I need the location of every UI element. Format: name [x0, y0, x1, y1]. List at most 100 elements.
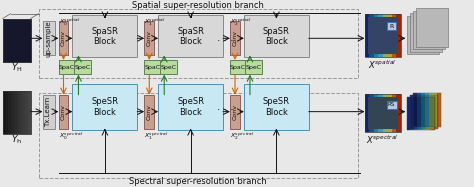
FancyBboxPatch shape — [17, 91, 19, 134]
FancyBboxPatch shape — [365, 94, 401, 132]
FancyBboxPatch shape — [411, 97, 416, 131]
FancyBboxPatch shape — [28, 19, 31, 62]
FancyBboxPatch shape — [8, 19, 11, 62]
FancyBboxPatch shape — [22, 19, 25, 62]
FancyBboxPatch shape — [421, 93, 426, 127]
FancyBboxPatch shape — [428, 97, 431, 131]
FancyBboxPatch shape — [378, 94, 383, 132]
FancyBboxPatch shape — [230, 22, 240, 55]
FancyBboxPatch shape — [73, 84, 137, 131]
Text: SpaSR
Block: SpaSR Block — [177, 27, 204, 46]
FancyBboxPatch shape — [28, 19, 31, 62]
FancyBboxPatch shape — [3, 19, 6, 62]
Text: SpaSR
Block: SpaSR Block — [91, 27, 118, 46]
FancyBboxPatch shape — [17, 19, 19, 62]
FancyBboxPatch shape — [416, 97, 419, 131]
FancyBboxPatch shape — [230, 60, 246, 74]
FancyBboxPatch shape — [413, 93, 441, 127]
FancyBboxPatch shape — [144, 95, 154, 128]
FancyBboxPatch shape — [73, 15, 137, 57]
Text: $X^{spatial}$: $X^{spatial}$ — [368, 59, 397, 71]
Text: Conv: Conv — [147, 104, 152, 120]
Text: $X_0^{spectral}$: $X_0^{spectral}$ — [58, 131, 83, 142]
FancyBboxPatch shape — [58, 60, 74, 74]
FancyBboxPatch shape — [3, 91, 6, 134]
FancyBboxPatch shape — [383, 94, 387, 132]
FancyBboxPatch shape — [418, 93, 421, 127]
FancyBboxPatch shape — [19, 19, 22, 62]
FancyBboxPatch shape — [3, 19, 6, 62]
FancyBboxPatch shape — [396, 94, 401, 132]
FancyBboxPatch shape — [410, 95, 414, 128]
FancyBboxPatch shape — [3, 19, 31, 62]
FancyBboxPatch shape — [6, 19, 8, 62]
FancyBboxPatch shape — [438, 93, 441, 127]
Text: SpaC: SpaC — [58, 65, 74, 70]
Text: RS: RS — [388, 102, 395, 107]
Text: Conv: Conv — [61, 104, 66, 120]
FancyBboxPatch shape — [374, 14, 378, 57]
Text: Tx.Learn: Tx.Learn — [46, 96, 52, 127]
Text: $X^{spectral}$: $X^{spectral}$ — [366, 134, 399, 146]
Text: SpeC: SpeC — [160, 65, 176, 70]
FancyBboxPatch shape — [419, 97, 423, 131]
FancyBboxPatch shape — [433, 93, 438, 127]
Text: $X_1^{spatial}$: $X_1^{spatial}$ — [144, 17, 166, 28]
FancyBboxPatch shape — [423, 97, 428, 131]
FancyBboxPatch shape — [74, 60, 91, 74]
FancyBboxPatch shape — [244, 15, 309, 57]
Text: $X_2^{spectral}$: $X_2^{spectral}$ — [230, 131, 255, 142]
FancyBboxPatch shape — [25, 91, 28, 134]
FancyBboxPatch shape — [410, 13, 442, 52]
FancyBboxPatch shape — [378, 14, 383, 57]
FancyBboxPatch shape — [3, 91, 31, 134]
FancyBboxPatch shape — [11, 19, 14, 62]
FancyBboxPatch shape — [58, 22, 69, 55]
Text: $X_2^{spatial}$: $X_2^{spatial}$ — [230, 17, 252, 28]
Text: Conv: Conv — [61, 30, 66, 46]
Text: . . .: . . . — [217, 33, 233, 43]
FancyBboxPatch shape — [387, 22, 395, 30]
FancyBboxPatch shape — [368, 97, 398, 130]
Text: up-sample: up-sample — [46, 20, 52, 57]
Text: Conv: Conv — [233, 30, 237, 46]
FancyBboxPatch shape — [365, 94, 369, 132]
FancyBboxPatch shape — [365, 14, 401, 57]
FancyBboxPatch shape — [6, 19, 8, 62]
Text: $X_0^{spatial}$: $X_0^{spatial}$ — [58, 17, 80, 28]
FancyBboxPatch shape — [387, 101, 397, 109]
Text: SpaSR
Block: SpaSR Block — [263, 27, 290, 46]
Text: $Y_\mathrm{H}$: $Y_\mathrm{H}$ — [11, 62, 22, 74]
FancyBboxPatch shape — [408, 97, 436, 131]
Text: SpeC: SpeC — [74, 65, 91, 70]
Text: Spectral super-resolution branch: Spectral super-resolution branch — [129, 177, 267, 186]
Text: SpeSR
Block: SpeSR Block — [91, 97, 118, 117]
FancyBboxPatch shape — [246, 60, 263, 74]
FancyBboxPatch shape — [43, 95, 55, 128]
FancyBboxPatch shape — [410, 95, 438, 128]
Text: SpaC: SpaC — [144, 65, 160, 70]
FancyBboxPatch shape — [25, 19, 28, 62]
FancyBboxPatch shape — [19, 91, 22, 134]
FancyBboxPatch shape — [11, 91, 14, 134]
FancyBboxPatch shape — [408, 97, 411, 131]
FancyBboxPatch shape — [144, 60, 160, 74]
FancyBboxPatch shape — [414, 95, 419, 128]
FancyBboxPatch shape — [383, 14, 387, 57]
Text: . . .: . . . — [217, 102, 233, 112]
FancyBboxPatch shape — [158, 84, 223, 131]
FancyBboxPatch shape — [3, 19, 31, 62]
FancyBboxPatch shape — [11, 19, 14, 62]
Text: $X_1^{spectral}$: $X_1^{spectral}$ — [144, 131, 169, 142]
FancyBboxPatch shape — [158, 15, 223, 57]
Text: SpaC: SpaC — [230, 65, 246, 70]
Text: Conv: Conv — [147, 30, 152, 46]
Text: SpeSR
Block: SpeSR Block — [263, 97, 290, 117]
FancyBboxPatch shape — [392, 14, 396, 57]
FancyBboxPatch shape — [244, 84, 309, 131]
FancyBboxPatch shape — [160, 60, 177, 74]
Text: SpeC: SpeC — [246, 65, 262, 70]
FancyBboxPatch shape — [58, 95, 69, 128]
FancyBboxPatch shape — [8, 19, 11, 62]
Text: R: R — [389, 24, 393, 29]
